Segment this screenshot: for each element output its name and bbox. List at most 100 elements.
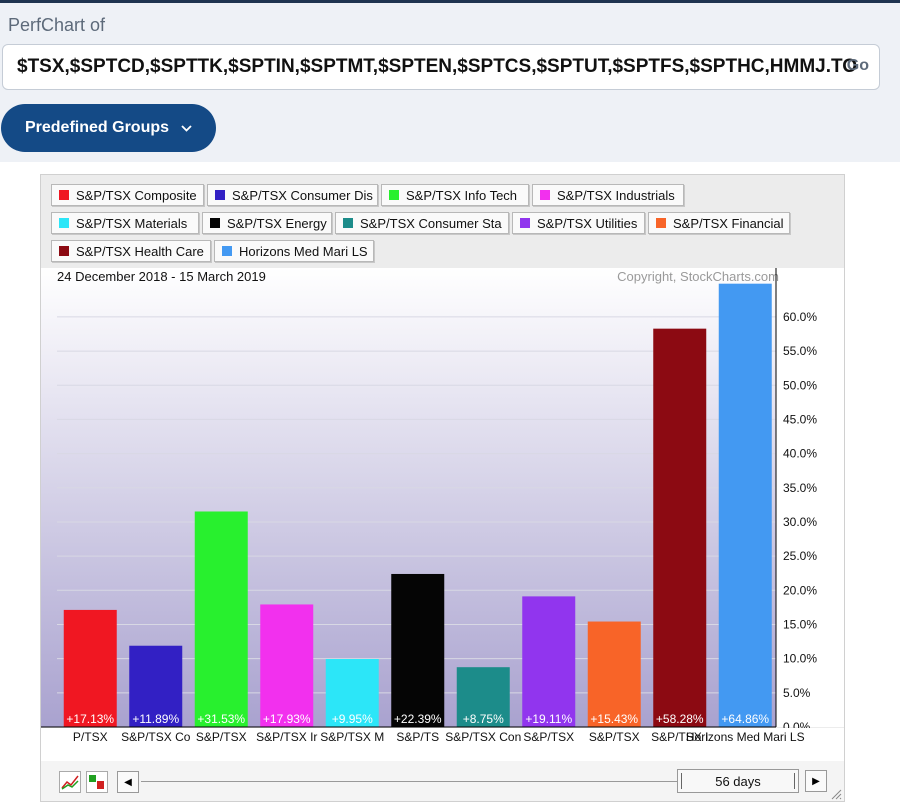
date-range-slider[interactable] — [141, 781, 677, 782]
bar-value-label: +17.93% — [263, 712, 311, 726]
bar[interactable] — [587, 621, 641, 727]
left-arrow-icon: ◀ — [124, 776, 132, 788]
legend-label: S&P/TSX Composite — [76, 187, 197, 203]
y-axis-panel — [776, 268, 844, 727]
y-tick-label: 35.0% — [783, 481, 817, 495]
legend-swatch — [656, 218, 666, 228]
bar-value-label: +31.53% — [197, 712, 245, 726]
perf-chart: S&P/TSX Composite S&P/TSX Consumer Dis S… — [40, 174, 845, 802]
handle-grip-left[interactable] — [681, 773, 682, 789]
chart-controls: ◀ 56 days ▶ — [41, 761, 844, 801]
symbols-input[interactable]: $TSX,$SPTCD,$SPTTK,$SPTIN,$SPTMT,$SPTEN,… — [2, 44, 880, 90]
y-tick-label: 50.0% — [783, 378, 817, 392]
legend-label: S&P/TSX Consumer Dis — [232, 187, 373, 203]
y-tick-label: 40.0% — [783, 447, 817, 461]
right-arrow-icon: ▶ — [812, 775, 820, 787]
scroll-left-button[interactable]: ◀ — [117, 771, 139, 793]
perfchart-label: PerfChart of — [8, 15, 106, 35]
legend-item-materials[interactable]: S&P/TSX Materials — [51, 212, 199, 234]
bar[interactable] — [522, 596, 576, 727]
predefined-groups-button[interactable]: Predefined Groups — [1, 104, 216, 152]
legend-label: S&P/TSX Financial — [673, 215, 784, 231]
days-label: 56 days — [715, 773, 761, 789]
bar[interactable] — [129, 645, 183, 727]
x-tick-label: S&P/TSX M — [320, 730, 384, 744]
x-tick-label: S&P/TSX — [589, 730, 640, 744]
legend-swatch — [222, 246, 232, 256]
legend-item-consumer-sta[interactable]: S&P/TSX Consumer Sta — [335, 212, 509, 234]
legend-item-horizons[interactable]: Horizons Med Mari LS — [214, 240, 374, 262]
bar[interactable] — [260, 604, 314, 727]
legend-item-composite[interactable]: S&P/TSX Composite — [51, 184, 204, 206]
legend-label: S&P/TSX Materials — [76, 215, 188, 231]
legend-swatch — [59, 218, 69, 228]
legend-item-utilities[interactable]: S&P/TSX Utilities — [512, 212, 645, 234]
handle-grip-right[interactable] — [794, 773, 795, 789]
legend-label: S&P/TSX Consumer Sta — [360, 215, 502, 231]
bar[interactable] — [391, 573, 445, 727]
bar[interactable] — [63, 609, 117, 727]
scroll-right-button[interactable]: ▶ — [805, 770, 827, 792]
legend-swatch — [389, 190, 399, 200]
y-tick-label: 10.0% — [783, 652, 817, 666]
bar[interactable] — [653, 328, 707, 727]
legend-swatch — [343, 218, 353, 228]
bar-value-label: +19.11% — [525, 712, 572, 726]
chart-legend: S&P/TSX Composite S&P/TSX Consumer Dis S… — [41, 175, 844, 267]
bar-chart-icon[interactable] — [86, 771, 108, 793]
bars: +17.13% +11.89% +31.53% +17.93% +9.95% +22.39… — [63, 283, 772, 727]
days-range-handle[interactable]: 56 days — [677, 769, 799, 793]
legend-swatch — [520, 218, 530, 228]
bar-value-label: +8.75% — [463, 712, 504, 726]
bar-value-label: +15.43% — [590, 712, 638, 726]
legend-label: S&P/TSX Health Care — [76, 243, 204, 259]
bar-value-label: +9.95% — [332, 712, 373, 726]
y-tick-label: 5.0% — [783, 686, 811, 700]
x-tick-label: P/TSX — [73, 730, 108, 744]
x-tick-label: S&P/TSX Con — [445, 730, 521, 744]
y-tick-label: 45.0% — [783, 412, 817, 426]
legend-item-energy[interactable]: S&P/TSX Energy — [202, 212, 332, 234]
bar[interactable] — [456, 667, 510, 727]
legend-swatch — [215, 190, 225, 200]
predefined-groups-label: Predefined Groups — [24, 119, 170, 136]
bar-value-label: +58.28% — [656, 712, 704, 726]
legend-label: S&P/TSX Industrials — [557, 187, 675, 203]
x-label-strip — [41, 728, 844, 761]
legend-item-industrials[interactable]: S&P/TSX Industrials — [532, 184, 684, 206]
legend-swatch — [59, 246, 69, 256]
bar-value-label: +17.13% — [66, 712, 114, 726]
bar[interactable] — [325, 658, 379, 727]
x-tick-label: Horizons Med Mari LS — [686, 730, 805, 744]
chart-title: 24 December 2018 - 15 March 2019 — [57, 269, 266, 284]
symbols-input-value[interactable]: $TSX,$SPTCD,$SPTTK,$SPTIN,$SPTMT,$SPTEN,… — [17, 56, 858, 77]
y-tick-label: 15.0% — [783, 617, 817, 631]
bar-value-label: +64.86% — [721, 712, 769, 726]
x-tick-label: S&P/TSX Co — [121, 730, 191, 744]
bar[interactable] — [194, 511, 248, 727]
legend-item-health-care[interactable]: S&P/TSX Health Care — [51, 240, 211, 262]
legend-item-consumer-dis[interactable]: S&P/TSX Consumer Dis — [207, 184, 378, 206]
bar-value-label: +11.89% — [132, 712, 179, 726]
legend-label: S&P/TSX Info Tech — [406, 187, 518, 203]
line-chart-icon[interactable] — [59, 771, 81, 793]
bar-chart-plot: 24 December 2018 - 15 March 2019 Copyrig… — [41, 268, 844, 761]
legend-label: S&P/TSX Energy — [227, 215, 327, 231]
bar[interactable] — [718, 283, 772, 727]
resize-grip-icon[interactable] — [830, 788, 842, 800]
y-tick-label: 25.0% — [783, 549, 817, 563]
y-tick-label: 20.0% — [783, 583, 817, 597]
legend-swatch — [540, 190, 550, 200]
x-tick-label: S&P/TSX Ir — [256, 730, 317, 744]
y-tick-label: 60.0% — [783, 310, 817, 324]
legend-swatch — [210, 218, 220, 228]
legend-item-info-tech[interactable]: S&P/TSX Info Tech — [381, 184, 529, 206]
chevron-down-icon — [181, 121, 192, 135]
legend-item-financial[interactable]: S&P/TSX Financial — [648, 212, 790, 234]
x-tick-label: S&P/TSX — [523, 730, 574, 744]
y-tick-label: 55.0% — [783, 344, 817, 358]
go-button[interactable]: Go — [846, 57, 869, 74]
x-tick-labels: P/TSX S&P/TSX Co S&P/TSX S&P/TSX Ir S&P/TSX … — [73, 730, 805, 744]
y-tick-labels: 0.0%5.0%10.0%15.0%20.0%25.0%30.0%35.0%40… — [783, 310, 817, 734]
y-tick-label: 30.0% — [783, 515, 817, 529]
